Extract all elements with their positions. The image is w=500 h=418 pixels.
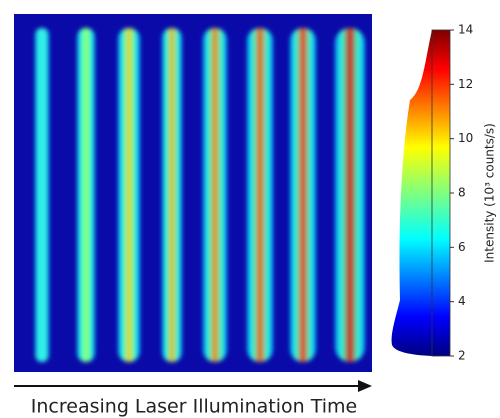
- colorbar-ticks: 2 4 6 8 10 12 14: [450, 23, 473, 363]
- tick-label: 10: [458, 131, 473, 145]
- image-background: [14, 14, 372, 372]
- colorbar-label: Intensity (10³ counts/s): [483, 123, 497, 263]
- stripe: [290, 28, 316, 362]
- tick-label: 4: [458, 294, 466, 308]
- stripe: [118, 28, 140, 362]
- stripe: [203, 28, 227, 362]
- stripes: [35, 28, 365, 362]
- histogram: [391, 30, 432, 356]
- stripe: [335, 28, 365, 362]
- stripe: [162, 28, 182, 362]
- x-annotation: Increasing Laser Illumination Time: [31, 396, 357, 418]
- tick-label: 8: [458, 186, 466, 200]
- tick-label: 14: [458, 23, 473, 37]
- stripe: [35, 28, 49, 362]
- tick-label: 12: [458, 77, 473, 91]
- stripe: [77, 28, 95, 362]
- colorbar: [431, 29, 451, 357]
- arrow-head: [358, 380, 372, 392]
- tick-label: 2: [458, 349, 466, 363]
- tick-label: 6: [458, 240, 466, 254]
- stripe: [247, 28, 273, 362]
